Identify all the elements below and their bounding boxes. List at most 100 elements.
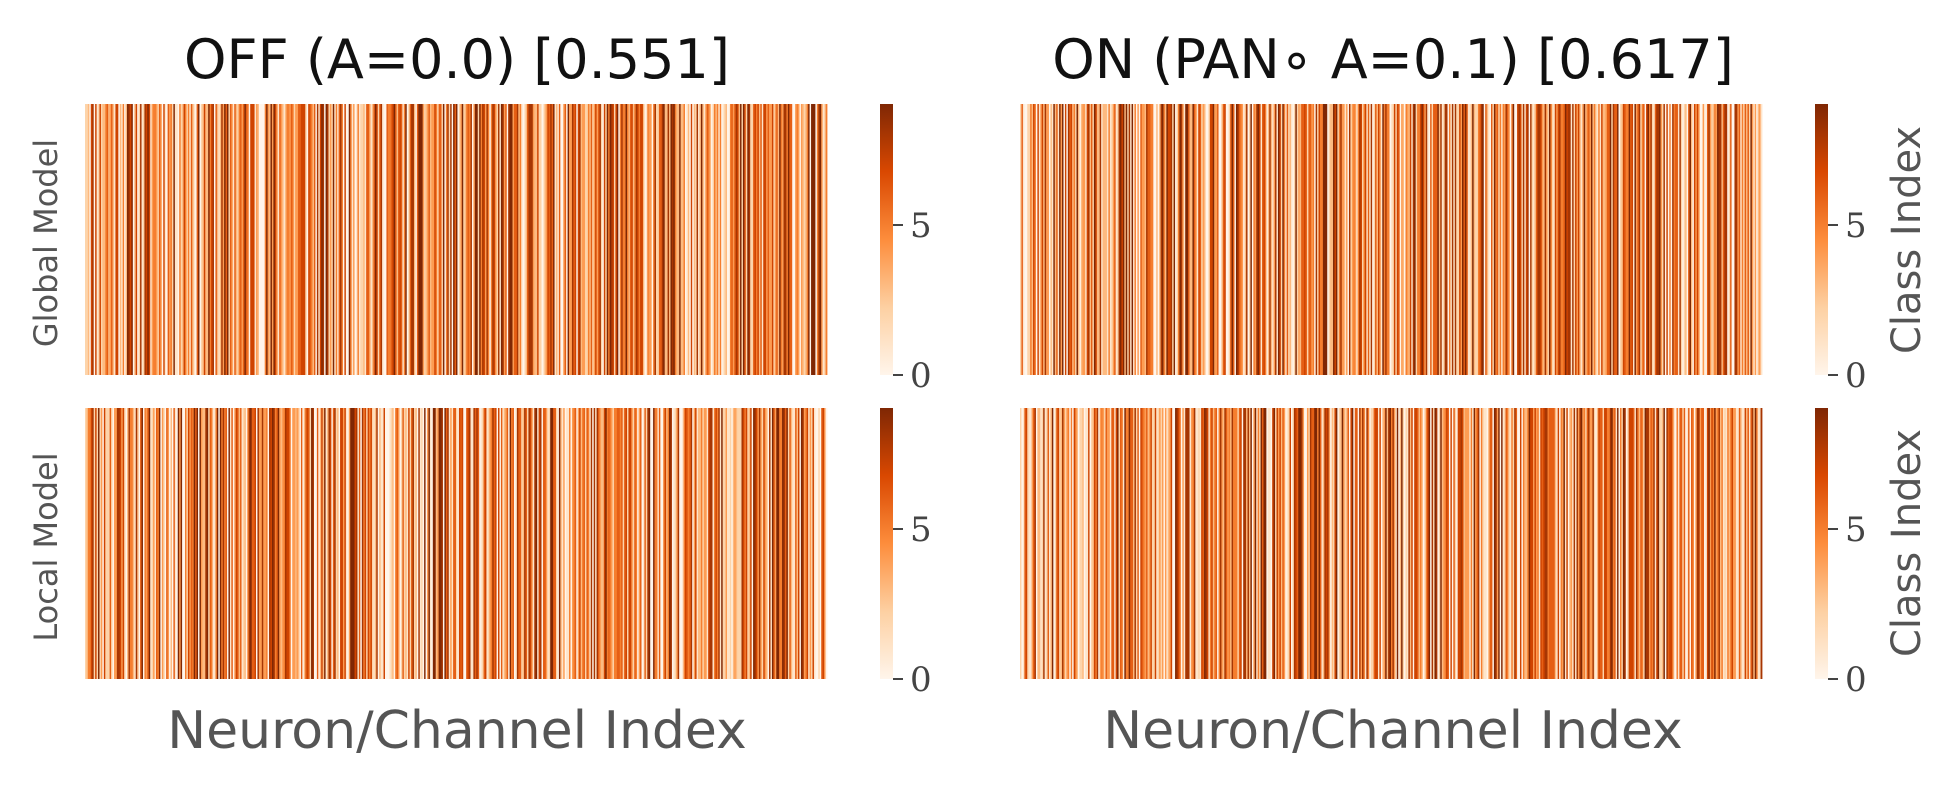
heatmap-cell <box>1317 408 1319 679</box>
heatmap-cell <box>335 104 338 375</box>
heatmap-cell <box>1734 408 1737 679</box>
heatmap-cell <box>1475 104 1477 375</box>
heatmap-cell <box>245 408 248 679</box>
heatmap-cell <box>192 408 195 679</box>
heatmap-cell <box>284 408 287 679</box>
heatmap-cell <box>1498 408 1501 679</box>
heatmap-cell <box>1479 104 1482 375</box>
heatmap-cell <box>1034 104 1037 375</box>
heatmap-cell <box>1272 408 1275 679</box>
heatmap-cell <box>142 104 145 375</box>
heatmap-cell <box>1288 408 1290 679</box>
heatmap-cell <box>821 408 824 679</box>
heatmap-cell <box>1586 408 1589 679</box>
heatmap-cell <box>1301 104 1303 375</box>
heatmap-cell <box>1115 408 1118 679</box>
heatmap-cell <box>570 104 573 375</box>
heatmap-cell <box>390 104 393 375</box>
heatmap-cell <box>151 104 154 375</box>
heatmap-cell <box>1305 104 1308 375</box>
heatmap-cell <box>1266 408 1269 679</box>
heatmap-cell <box>1306 104 1309 375</box>
heatmap-cell <box>677 408 680 679</box>
heatmap-cell <box>1308 104 1311 375</box>
heatmap-cell <box>1206 104 1209 375</box>
heatmap-cell <box>1514 104 1517 375</box>
heatmap-cell <box>1577 104 1580 375</box>
heatmap-cell <box>1054 104 1057 375</box>
heatmap-cell <box>1043 408 1046 679</box>
heatmap-cell <box>1304 104 1306 375</box>
heatmap-cell <box>1230 104 1232 375</box>
heatmap-cell <box>1434 408 1437 679</box>
heatmap-cell <box>1453 408 1456 679</box>
heatmap-cell <box>1054 408 1057 679</box>
heatmap-cell <box>1118 104 1121 375</box>
heatmap-cell <box>1689 408 1692 679</box>
heatmap-cell <box>1267 408 1270 679</box>
heatmap-cell <box>628 104 631 375</box>
heatmap-cell <box>1060 408 1063 679</box>
heatmap-cell <box>1127 104 1130 375</box>
heatmap-cell <box>415 104 418 375</box>
heatmap-cell <box>1759 408 1761 679</box>
heatmap-cell <box>340 408 342 679</box>
heatmap-cell <box>1760 104 1763 375</box>
heatmap-cell <box>1106 408 1109 679</box>
heatmap-cell <box>1495 408 1498 679</box>
heatmap-cell <box>1546 408 1548 679</box>
heatmap-cell <box>742 408 745 679</box>
heatmap-cell <box>1459 104 1461 375</box>
heatmap-cell <box>361 104 364 375</box>
heatmap-cell <box>1550 104 1553 375</box>
heatmap-cell <box>224 408 226 679</box>
heatmap-cell <box>167 408 170 679</box>
heatmap-cell <box>1633 104 1635 375</box>
heatmap-cell <box>1631 104 1634 375</box>
heatmap-cell <box>411 104 413 375</box>
heatmap-cell <box>1648 408 1651 679</box>
heatmap-cell <box>566 104 568 375</box>
heatmap-cell <box>216 408 219 679</box>
heatmap-cell <box>1585 104 1588 375</box>
heatmap-cell <box>1418 408 1421 679</box>
heatmap-cell <box>1380 408 1383 679</box>
heatmap-cell <box>429 408 432 679</box>
x-axis-label-off: Neuron/Channel Index <box>167 701 747 761</box>
heatmap-cell <box>1185 408 1188 679</box>
heatmap-cell <box>470 104 473 375</box>
heatmap-cell <box>787 104 790 375</box>
heatmap-cell <box>1295 104 1298 375</box>
heatmap-cell <box>1276 104 1279 375</box>
heatmap-cell <box>351 408 354 679</box>
heatmap-cell <box>1759 104 1761 375</box>
heatmap-cell <box>177 104 180 375</box>
heatmap-cell <box>495 408 497 679</box>
heatmap-cell <box>180 408 183 679</box>
heatmap-cell <box>1672 408 1674 679</box>
heatmap-cell <box>247 408 250 679</box>
heatmap-cell <box>1448 104 1451 375</box>
heatmap-cell <box>709 104 712 375</box>
heatmap-cell <box>803 104 806 375</box>
heatmap-cell <box>396 104 399 375</box>
heatmap-cell <box>1744 408 1747 679</box>
heatmap-cell <box>277 104 280 375</box>
heatmap-cell <box>1706 104 1709 375</box>
heatmap-cell <box>1456 408 1459 679</box>
heatmap-cell <box>1431 408 1434 679</box>
heatmap-cell <box>1147 104 1150 375</box>
heatmap-cell <box>1730 408 1732 679</box>
heatmap-cell <box>86 408 89 679</box>
heatmap-cell <box>1595 408 1598 679</box>
heatmap-cell <box>1675 408 1677 679</box>
heatmap-cell <box>682 408 684 679</box>
heatmap-cell <box>1341 408 1344 679</box>
heatmap-cell <box>318 408 321 679</box>
heatmap-cell <box>593 408 596 679</box>
heatmap-cell <box>521 104 524 375</box>
heatmap-cell <box>1356 104 1359 375</box>
heatmap-cell <box>777 104 780 375</box>
heatmap-cell <box>161 104 164 375</box>
